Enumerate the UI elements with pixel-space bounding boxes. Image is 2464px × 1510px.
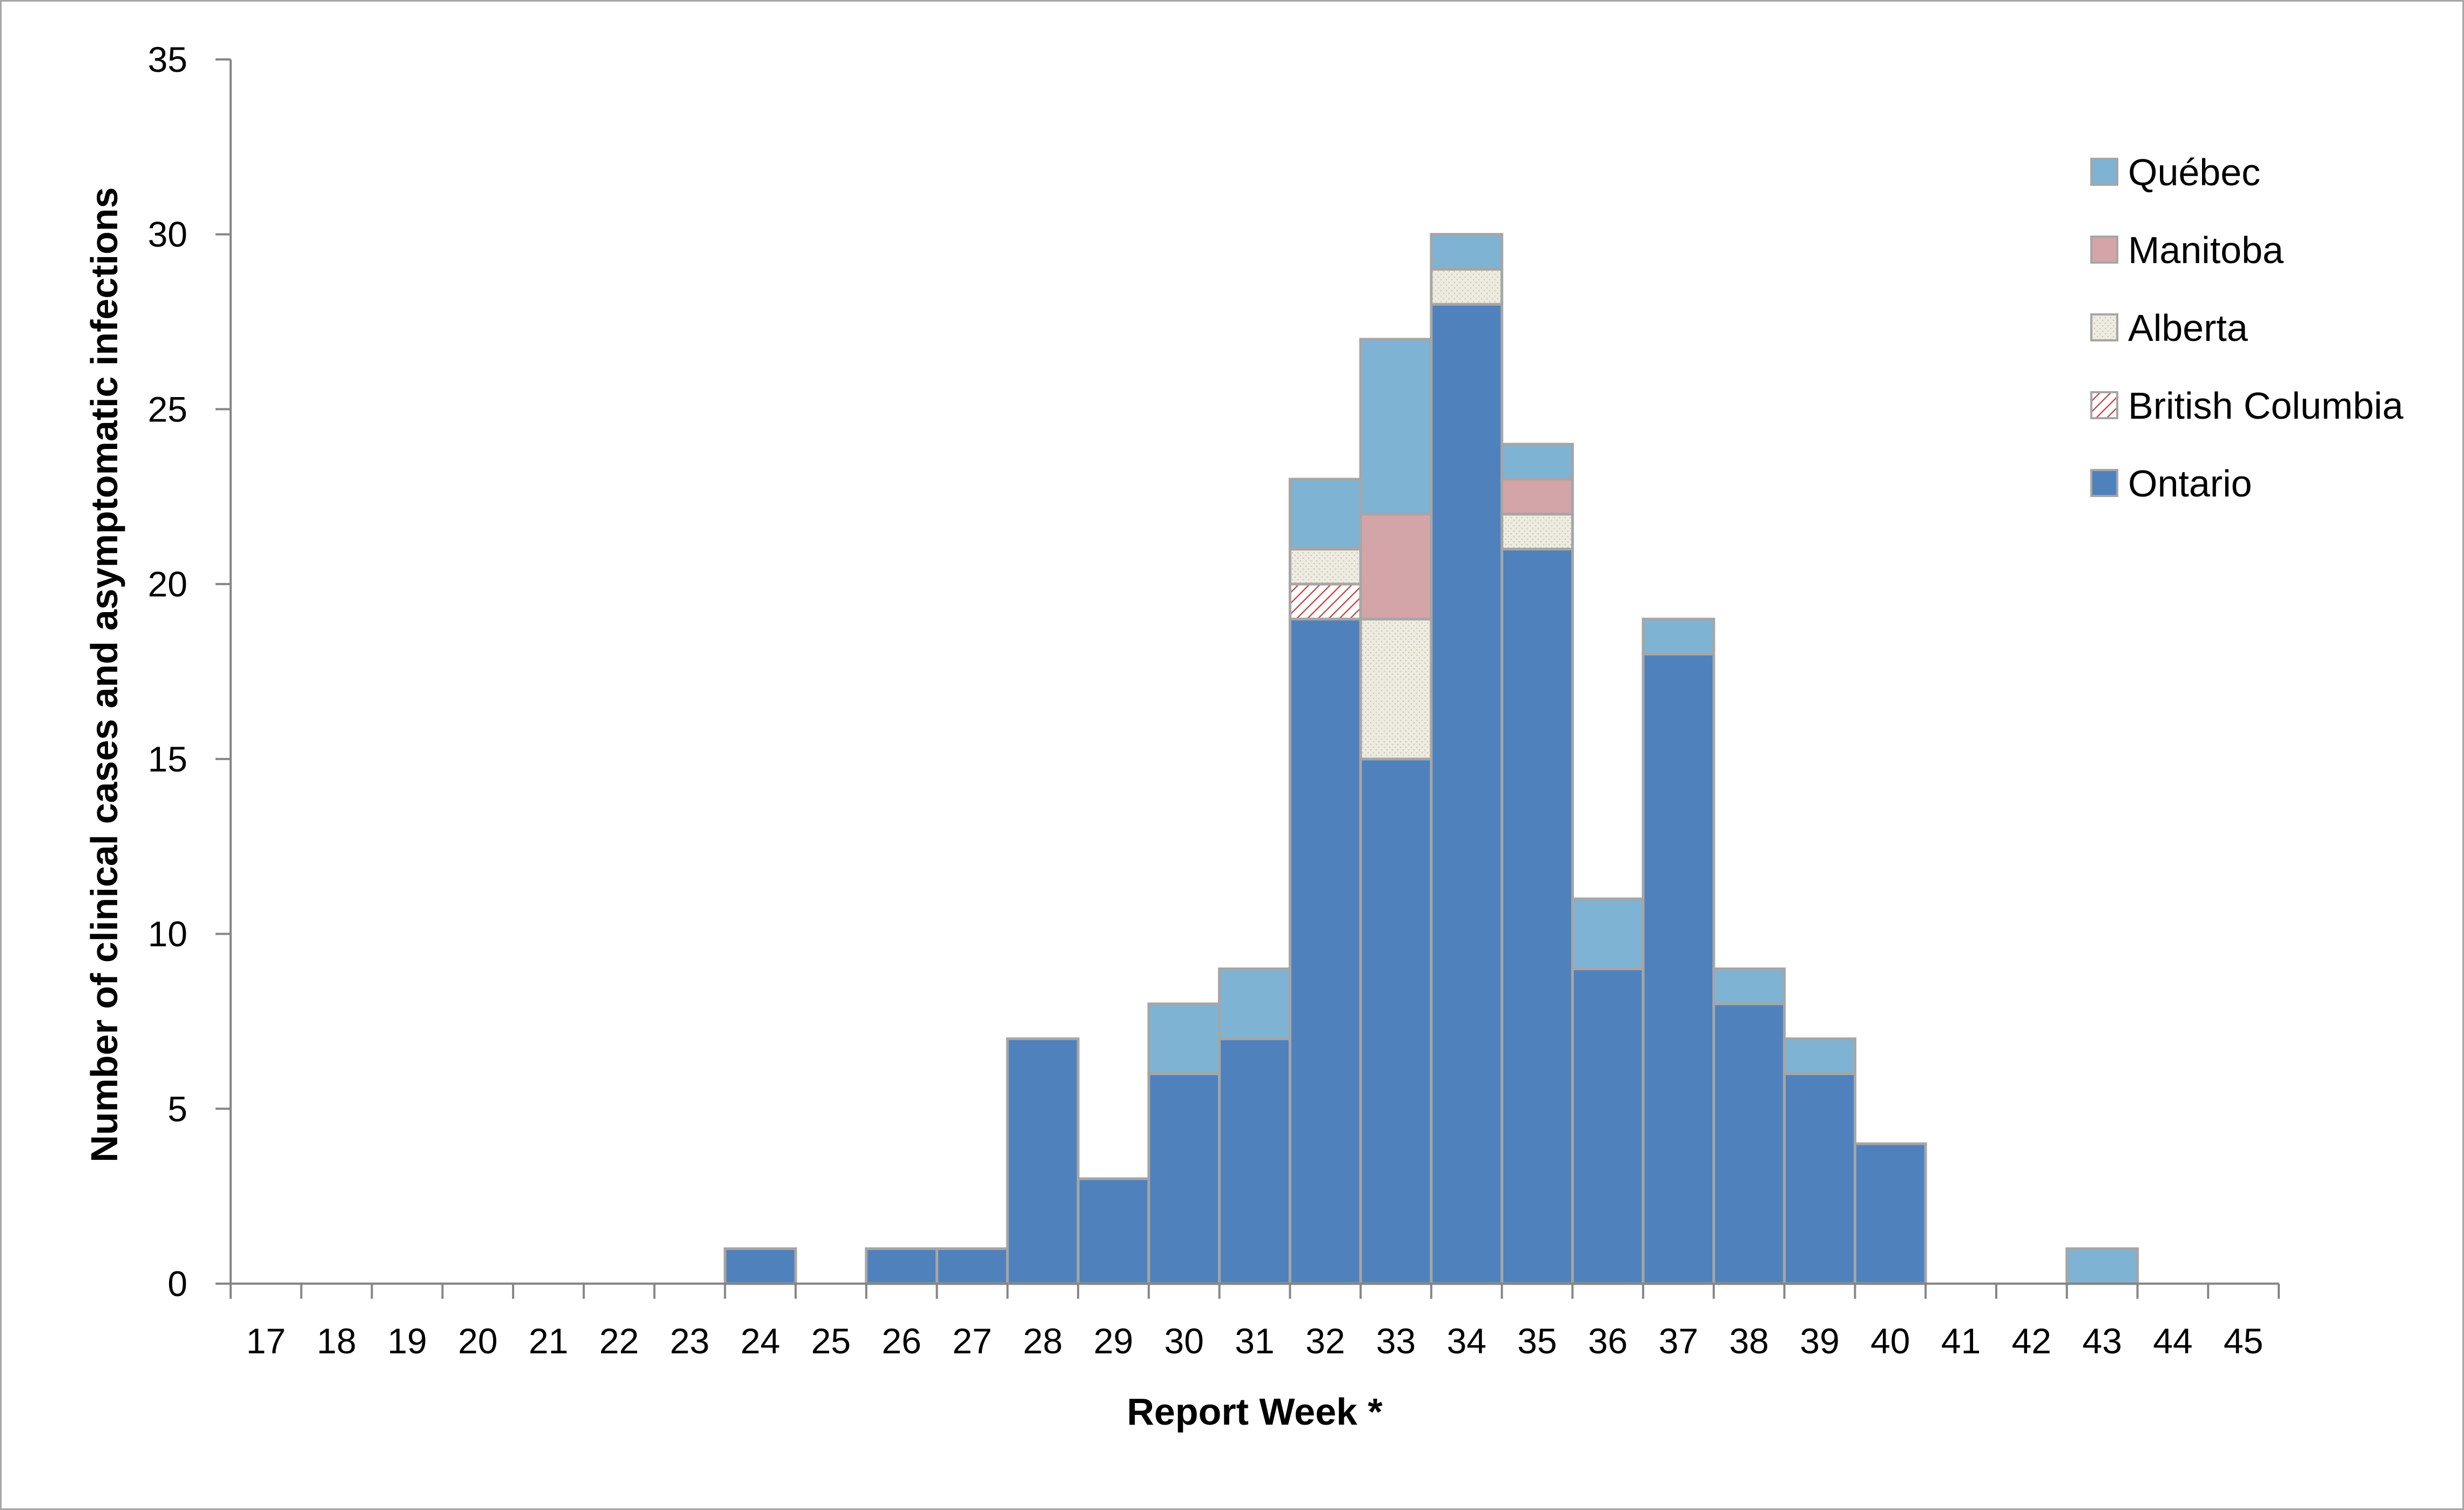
x-tick-label: 44 bbox=[2153, 1321, 2192, 1361]
bar-segment bbox=[865, 1247, 939, 1285]
legend-label: Ontario bbox=[2128, 462, 2252, 505]
x-tick-label: 45 bbox=[2224, 1321, 2263, 1361]
bar-segment bbox=[1288, 547, 1362, 586]
x-tick-label: 22 bbox=[599, 1321, 638, 1361]
x-tick-label: 25 bbox=[811, 1321, 851, 1361]
labels-layer: 0 5 10 15 20 25 30 35 17 18 19 20 21 22 23 24 25 26 27 28 29… bbox=[148, 39, 2264, 1361]
y-tick-label: 15 bbox=[148, 739, 187, 779]
x-tick-label: 36 bbox=[1588, 1321, 1627, 1361]
x-tick-label: 40 bbox=[1870, 1321, 1910, 1361]
bar-segment bbox=[1853, 1142, 1927, 1285]
x-axis-title: Report Week * bbox=[1127, 1391, 1383, 1433]
bar-segment bbox=[1430, 233, 1504, 271]
x-tick-label: 38 bbox=[1729, 1321, 1769, 1361]
legend-swatch bbox=[2090, 236, 2118, 264]
bar-segment bbox=[1500, 442, 1574, 481]
y-axis-title: Number of clinical cases and asymptomati… bbox=[83, 187, 125, 1163]
x-tick-label: 18 bbox=[317, 1321, 356, 1361]
bar-segment bbox=[1359, 757, 1433, 1285]
x-tick-label: 21 bbox=[529, 1321, 568, 1361]
bar-segment bbox=[1359, 513, 1433, 621]
y-tick-label: 0 bbox=[167, 1264, 187, 1304]
legend: Québec Manitoba Alberta British Columbia Ont… bbox=[2090, 151, 2404, 505]
legend-swatch bbox=[2090, 469, 2118, 497]
bar-segment bbox=[1712, 1002, 1786, 1285]
legend-label: Québec bbox=[2128, 151, 2260, 193]
bar-segment bbox=[1288, 618, 1362, 1285]
legend-label: Manitoba bbox=[2128, 229, 2284, 271]
bar-segment bbox=[1076, 1177, 1150, 1285]
x-tick-label: 37 bbox=[1659, 1321, 1698, 1361]
bar-segment bbox=[1430, 303, 1504, 1285]
bar-segment bbox=[2065, 1247, 2139, 1285]
bar-segment bbox=[1500, 478, 1574, 516]
x-tick-label: 31 bbox=[1235, 1321, 1274, 1361]
x-tick-label: 39 bbox=[1800, 1321, 1839, 1361]
bar-segment bbox=[935, 1247, 1009, 1285]
y-tick-label: 20 bbox=[148, 564, 187, 604]
bar-segment bbox=[1712, 967, 1786, 1005]
bar-segment bbox=[723, 1247, 797, 1285]
y-tick-label: 10 bbox=[148, 914, 187, 954]
x-tick-label: 33 bbox=[1376, 1321, 1416, 1361]
legend-swatch bbox=[2090, 313, 2118, 341]
bar-segment bbox=[1641, 618, 1715, 656]
x-tick-label: 17 bbox=[246, 1321, 286, 1361]
x-tick-label: 29 bbox=[1094, 1321, 1133, 1361]
x-tick-label: 20 bbox=[458, 1321, 497, 1361]
bar-segment bbox=[1641, 653, 1715, 1285]
y-tick-label: 25 bbox=[148, 389, 187, 429]
legend-label: Alberta bbox=[2128, 307, 2248, 349]
x-tick-label: 23 bbox=[670, 1321, 709, 1361]
bars-layer bbox=[723, 233, 2139, 1285]
axes-layer bbox=[216, 58, 2280, 1299]
bar-segment bbox=[1500, 547, 1574, 1285]
bar-segment bbox=[1359, 338, 1433, 516]
legend-label: British Columbia bbox=[2128, 385, 2404, 427]
bar-segment bbox=[1218, 967, 1291, 1041]
bar-segment bbox=[1288, 478, 1362, 551]
legend-swatch bbox=[2090, 391, 2118, 419]
bar-segment bbox=[1006, 1037, 1080, 1285]
bar-segment bbox=[1783, 1037, 1856, 1076]
bar-segment bbox=[1147, 1002, 1221, 1076]
legend-swatch bbox=[2090, 158, 2118, 186]
bar-segment bbox=[1147, 1072, 1221, 1285]
x-tick-label: 30 bbox=[1164, 1321, 1203, 1361]
bar-segment bbox=[1571, 967, 1645, 1285]
x-tick-label: 24 bbox=[740, 1321, 780, 1361]
x-tick-label: 34 bbox=[1447, 1321, 1486, 1361]
y-tick-label: 35 bbox=[148, 39, 187, 79]
bar-segment bbox=[1571, 897, 1645, 970]
x-tick-label: 19 bbox=[387, 1321, 427, 1361]
y-tick-label: 30 bbox=[148, 214, 187, 254]
y-tick-label: 5 bbox=[167, 1089, 187, 1129]
x-tick-label: 35 bbox=[1517, 1321, 1557, 1361]
x-tick-label: 32 bbox=[1305, 1321, 1345, 1361]
x-tick-label: 28 bbox=[1023, 1321, 1062, 1361]
bar-segment bbox=[1430, 268, 1504, 306]
x-tick-label: 42 bbox=[2012, 1321, 2051, 1361]
bar-segment bbox=[1500, 513, 1574, 551]
bar-segment bbox=[1218, 1037, 1291, 1285]
bar-segment bbox=[1359, 618, 1433, 761]
x-tick-label: 26 bbox=[881, 1321, 921, 1361]
bar-segment bbox=[1783, 1072, 1856, 1285]
x-tick-label: 41 bbox=[1941, 1321, 1981, 1361]
x-tick-label: 43 bbox=[2082, 1321, 2122, 1361]
bar-segment bbox=[1288, 582, 1362, 621]
x-tick-label: 27 bbox=[952, 1321, 992, 1361]
